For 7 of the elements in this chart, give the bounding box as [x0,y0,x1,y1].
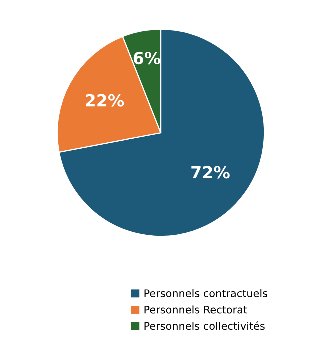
legend-label: Personnels Rectorat [144,306,248,314]
data-label: 22% [86,94,124,107]
data-label: 6% [134,52,161,65]
pie-slice [58,28,266,238]
data-label: 72% [192,166,230,179]
legend-label: Personnels collectivités [144,322,265,330]
legend-label: Personnels contractuels [144,289,268,298]
